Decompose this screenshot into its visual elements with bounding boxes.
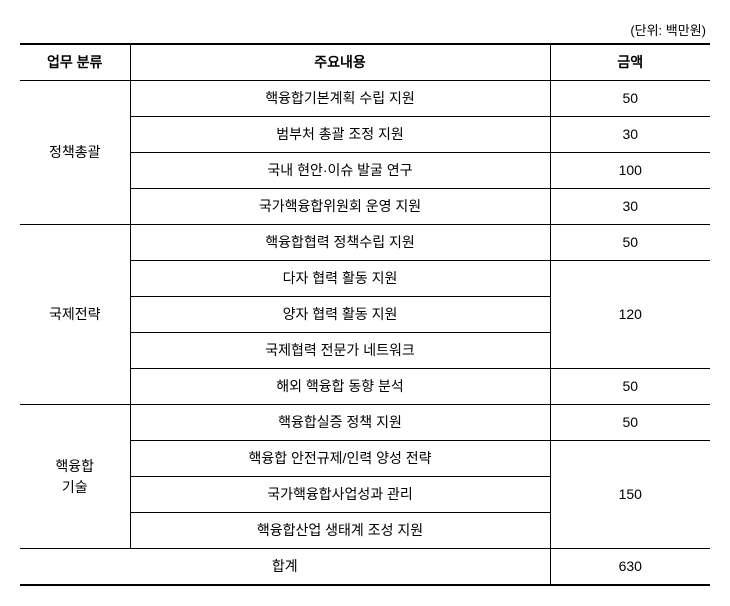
content-cell: 핵융합 안전규제/인력 양성 전략 (130, 441, 550, 477)
budget-table: 업무 분류 주요내용 금액 정책총괄핵융합기본계획 수립 지원50범부처 총괄 … (20, 43, 710, 586)
content-cell: 해외 핵융합 동향 분석 (130, 369, 550, 405)
content-cell: 핵융합기본계획 수립 지원 (130, 81, 550, 117)
amount-cell: 30 (550, 189, 710, 225)
content-cell: 다자 협력 활동 지원 (130, 261, 550, 297)
table-row: 핵융합 기술핵융합실증 정책 지원50 (20, 405, 710, 441)
category-cell: 핵융합 기술 (20, 405, 130, 549)
total-row: 합계630 (20, 549, 710, 586)
table-row: 정책총괄핵융합기본계획 수립 지원50 (20, 81, 710, 117)
category-cell: 정책총괄 (20, 81, 130, 225)
content-cell: 국내 현안·이슈 발굴 연구 (130, 153, 550, 189)
amount-cell: 100 (550, 153, 710, 189)
table-row: 국제전략핵융합협력 정책수립 지원50 (20, 225, 710, 261)
content-cell: 범부처 총괄 조정 지원 (130, 117, 550, 153)
amount-cell: 150 (550, 441, 710, 549)
table-container: (단위: 백만원) 업무 분류 주요내용 금액 정책총괄핵융합기본계획 수립 지… (20, 20, 710, 586)
content-cell: 국가핵융합위원회 운영 지원 (130, 189, 550, 225)
amount-cell: 120 (550, 261, 710, 369)
content-cell: 국제협력 전문가 네트워크 (130, 333, 550, 369)
amount-cell: 50 (550, 225, 710, 261)
total-amount-cell: 630 (550, 549, 710, 586)
content-cell: 핵융합산업 생태계 조성 지원 (130, 513, 550, 549)
amount-cell: 50 (550, 369, 710, 405)
content-cell: 양자 협력 활동 지원 (130, 297, 550, 333)
unit-label: (단위: 백만원) (20, 20, 710, 39)
header-row: 업무 분류 주요내용 금액 (20, 44, 710, 81)
content-cell: 국가핵융합사업성과 관리 (130, 477, 550, 513)
header-amount: 금액 (550, 44, 710, 81)
amount-cell: 30 (550, 117, 710, 153)
header-category: 업무 분류 (20, 44, 130, 81)
total-label-cell: 합계 (20, 549, 550, 586)
amount-cell: 50 (550, 405, 710, 441)
header-content: 주요내용 (130, 44, 550, 81)
content-cell: 핵융합협력 정책수립 지원 (130, 225, 550, 261)
amount-cell: 50 (550, 81, 710, 117)
content-cell: 핵융합실증 정책 지원 (130, 405, 550, 441)
category-cell: 국제전략 (20, 225, 130, 405)
